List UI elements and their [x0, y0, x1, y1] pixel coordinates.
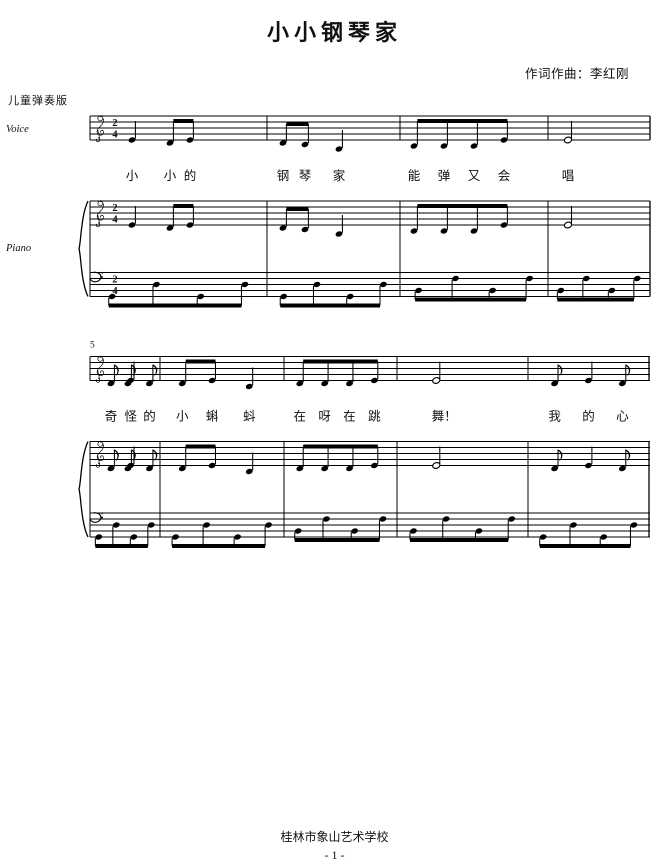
svg-text:钢: 钢	[277, 169, 290, 183]
svg-text:怪: 怪	[124, 410, 137, 424]
svg-text:4: 4	[112, 129, 118, 140]
svg-text:2: 2	[112, 118, 117, 129]
svg-text:的: 的	[582, 409, 595, 424]
svg-text:的: 的	[184, 168, 197, 183]
svg-text:在: 在	[294, 410, 307, 424]
svg-text:5: 5	[90, 341, 95, 351]
svg-text:蝌: 蝌	[206, 410, 219, 424]
svg-text:小: 小	[164, 169, 177, 183]
svg-text:小: 小	[176, 410, 189, 424]
svg-text:家: 家	[333, 168, 346, 183]
svg-text:我: 我	[548, 410, 561, 424]
svg-text:在: 在	[343, 410, 356, 424]
svg-text:Piano: Piano	[5, 243, 31, 254]
svg-text:又: 又	[468, 169, 481, 183]
svg-text:舞！: 舞！	[432, 410, 457, 424]
svg-text:心: 心	[616, 410, 629, 424]
svg-text:2: 2	[112, 274, 117, 285]
svg-text:能: 能	[408, 169, 421, 183]
svg-text:小: 小	[126, 169, 139, 183]
svg-text:跳: 跳	[368, 410, 381, 424]
svg-text:4: 4	[112, 214, 118, 225]
svg-text:奇: 奇	[105, 410, 118, 424]
svg-text:会: 会	[498, 169, 511, 183]
svg-text:Voice: Voice	[6, 124, 29, 135]
svg-text:琴: 琴	[299, 169, 312, 183]
svg-text:呀: 呀	[318, 410, 331, 424]
svg-text:2: 2	[112, 203, 117, 214]
svg-text:弹: 弹	[438, 169, 451, 183]
svg-text:的: 的	[143, 409, 156, 424]
svg-text:唱: 唱	[562, 169, 575, 183]
svg-text:蚪: 蚪	[243, 409, 256, 424]
